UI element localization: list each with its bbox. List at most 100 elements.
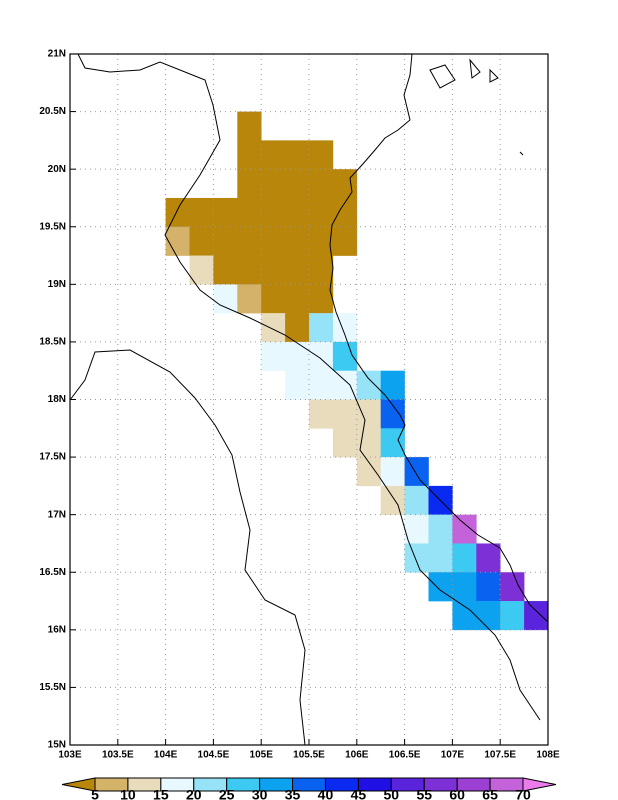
grid-cell — [452, 514, 477, 544]
colorbar-label: 55 — [416, 787, 432, 800]
grid-cell — [356, 428, 381, 458]
x-tick-label: 108E — [536, 750, 560, 761]
grid-cell — [261, 284, 286, 314]
grid-cell — [237, 197, 262, 228]
grid-cell — [285, 255, 310, 285]
grid-cell — [213, 226, 238, 256]
grid-cell — [428, 514, 453, 544]
grid-cell — [500, 601, 525, 631]
coastline — [329, 53, 549, 623]
y-tick-label: 19.5N — [39, 221, 66, 232]
grid-cell — [356, 399, 381, 429]
y-tick-label: 20N — [48, 164, 66, 175]
grid-cell — [428, 543, 453, 573]
grid-cell — [261, 140, 286, 170]
grid-cell — [261, 226, 286, 256]
coastlines — [69, 53, 549, 746]
y-tick-label: 21N — [48, 49, 66, 60]
grid-cell — [237, 169, 262, 199]
grid-cell — [309, 370, 334, 400]
grid-cell — [404, 543, 429, 573]
grid-cell — [261, 169, 286, 199]
grid-cell — [309, 255, 334, 285]
grid-cell — [237, 140, 262, 170]
y-tick-label: 17N — [48, 509, 66, 520]
colorbar-label: 30 — [252, 787, 268, 800]
colorbar-label: 10 — [120, 787, 136, 800]
grid-cell — [285, 140, 310, 170]
x-tick-label: 103E — [58, 750, 82, 761]
colorbar: 5 10 15 20 25 30 35 40 45 50 55 60 65 70 — [61, 777, 557, 800]
y-tick-label: 15.5N — [39, 682, 66, 693]
grid-cell — [428, 572, 453, 602]
grid-cell — [356, 370, 381, 400]
grid-cell — [524, 601, 549, 631]
x-tick-label: 103.5E — [102, 750, 134, 761]
grid-cell — [380, 485, 405, 515]
grid-cell — [213, 197, 238, 228]
grid-cell — [452, 601, 477, 631]
colorbar-label: 25 — [219, 787, 235, 800]
y-tick-label: 18N — [48, 394, 66, 405]
grid-cell — [332, 399, 358, 429]
grid-cell — [285, 169, 310, 199]
x-tick-label: 106E — [345, 750, 369, 761]
colorbar-label: 50 — [384, 787, 400, 800]
grid-cell — [309, 399, 334, 429]
grid-cell — [261, 313, 286, 343]
x-tick-label: 105E — [250, 750, 274, 761]
grid-cell — [309, 197, 334, 228]
axis-labels: 103E 103.5E 104E 104.5E 105E 105.5E 106E 106.5E… — [39, 49, 560, 761]
colorbar-arrow — [61, 777, 96, 792]
grid-cell — [309, 313, 334, 343]
grid-cell — [309, 226, 334, 256]
grid-cell — [476, 543, 501, 573]
y-tick-label: 18.5N — [39, 337, 66, 348]
x-tick-label: 104.5E — [198, 750, 230, 761]
y-tick-label: 16N — [48, 624, 66, 635]
y-tick-label: 16.5N — [39, 567, 66, 578]
colorbar-label: 35 — [285, 787, 301, 800]
grid-cell — [452, 572, 477, 602]
grid-cell — [285, 341, 310, 372]
grid-cell — [189, 226, 214, 256]
grid-cell — [285, 197, 310, 228]
grid-cell — [261, 197, 286, 228]
border — [69, 349, 306, 746]
grid-cell — [452, 543, 477, 573]
x-tick-label: 107E — [441, 750, 465, 761]
x-tick-label: 106.5E — [389, 750, 421, 761]
grid-cell — [380, 399, 405, 429]
colorbar-label: 15 — [153, 787, 169, 800]
grid-cell — [165, 197, 190, 228]
grid-cell — [237, 255, 262, 285]
colorbar-label: 20 — [186, 787, 202, 800]
colorbar-arrow — [522, 777, 557, 792]
grid-cell — [285, 284, 310, 314]
colorbar-label: 60 — [449, 787, 465, 800]
grid-cell — [237, 284, 262, 314]
grid-cell — [332, 226, 358, 256]
grid-cell — [380, 370, 405, 400]
y-tick-label: 19N — [48, 279, 66, 290]
y-tick-label: 15N — [48, 740, 66, 751]
grid-cell — [285, 226, 310, 256]
grid-cell — [332, 370, 358, 400]
island — [429, 58, 524, 156]
grid-cell — [213, 255, 238, 285]
grid-cell — [237, 111, 262, 141]
colorbar-label: 70 — [515, 787, 531, 800]
grid-cell — [309, 284, 334, 314]
colorbar-label: 5 — [91, 787, 99, 800]
grid-cell — [380, 457, 405, 487]
grid-cell — [285, 370, 310, 400]
grid-cell — [261, 255, 286, 285]
x-tick-label: 107.5E — [484, 750, 516, 761]
y-tick-label: 20.5N — [39, 106, 66, 117]
grid-cell — [165, 226, 190, 256]
x-tick-label: 104E — [154, 750, 178, 761]
y-tick-label: 17.5N — [39, 452, 66, 463]
grid-cell — [500, 572, 525, 602]
